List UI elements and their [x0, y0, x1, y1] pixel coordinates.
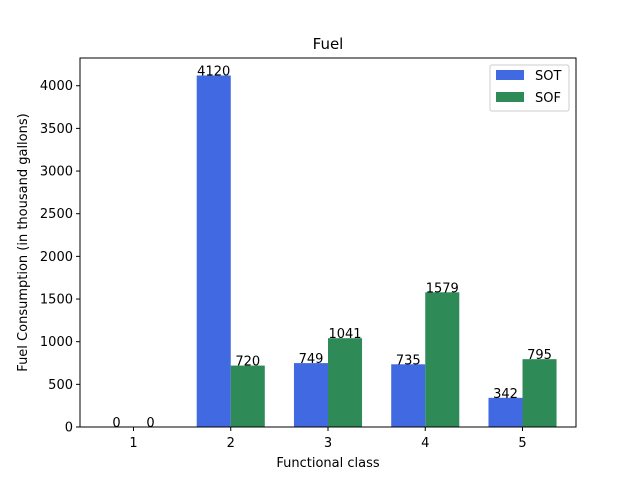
- y-tick-label: 4000: [40, 79, 73, 94]
- bar-sot-5: [488, 397, 523, 427]
- bar-sof-2: [230, 365, 265, 427]
- y-tick-label: 2500: [40, 207, 73, 222]
- bar-sof-4: [425, 292, 460, 427]
- data-labels-group: 0 4120 749 735 342 0 720 1041 1579 795: [112, 64, 552, 431]
- y-tick-label: 3000: [40, 165, 73, 180]
- y-tick-label: 2000: [40, 250, 73, 265]
- data-label-sot-1: 0: [112, 416, 120, 431]
- data-label-sof-4: 1579: [426, 281, 459, 296]
- y-tick-label: 1500: [40, 293, 73, 308]
- bar-sot-3: [293, 363, 328, 427]
- x-tick-label: 2: [227, 436, 235, 451]
- bar-sof-5: [522, 359, 557, 427]
- y-tick-label: 0: [65, 421, 73, 436]
- bar-sot-4: [391, 364, 426, 427]
- data-label-sot-4: 735: [396, 353, 421, 368]
- x-axis: 1 2 3 4 5: [129, 427, 527, 451]
- x-tick-label: 5: [518, 436, 526, 451]
- legend-swatch-sot: [496, 70, 524, 80]
- x-axis-label: Functional class: [276, 456, 380, 471]
- data-label-sot-5: 342: [493, 387, 518, 402]
- bar-sot-2: [196, 75, 231, 427]
- legend-swatch-sof: [496, 92, 524, 102]
- legend-label-sot: SOT: [535, 69, 561, 84]
- data-label-sof-5: 795: [527, 348, 552, 363]
- legend: SOT SOF: [489, 64, 570, 112]
- y-axis: 0 500 1000 1500 2000 2500 3000 3500 4000: [40, 79, 80, 436]
- y-tick-label: 1000: [40, 335, 73, 350]
- bars-group: [196, 75, 557, 427]
- chart-title: Fuel: [313, 35, 344, 53]
- y-tick-label: 500: [48, 378, 73, 393]
- x-tick-label: 1: [129, 436, 137, 451]
- legend-label-sof: SOF: [535, 91, 561, 106]
- data-label-sot-2: 4120: [197, 64, 230, 79]
- x-tick-label: 3: [324, 436, 332, 451]
- data-label-sof-1: 0: [146, 416, 154, 431]
- y-tick-label: 3500: [40, 122, 73, 137]
- x-tick-label: 4: [421, 436, 429, 451]
- data-label-sot-3: 749: [299, 352, 324, 367]
- y-axis-label: Fuel Consumption (in thousand gallons): [16, 113, 31, 371]
- data-label-sof-2: 720: [235, 355, 260, 370]
- bar-sof-3: [328, 338, 363, 427]
- data-label-sof-3: 1041: [328, 327, 361, 342]
